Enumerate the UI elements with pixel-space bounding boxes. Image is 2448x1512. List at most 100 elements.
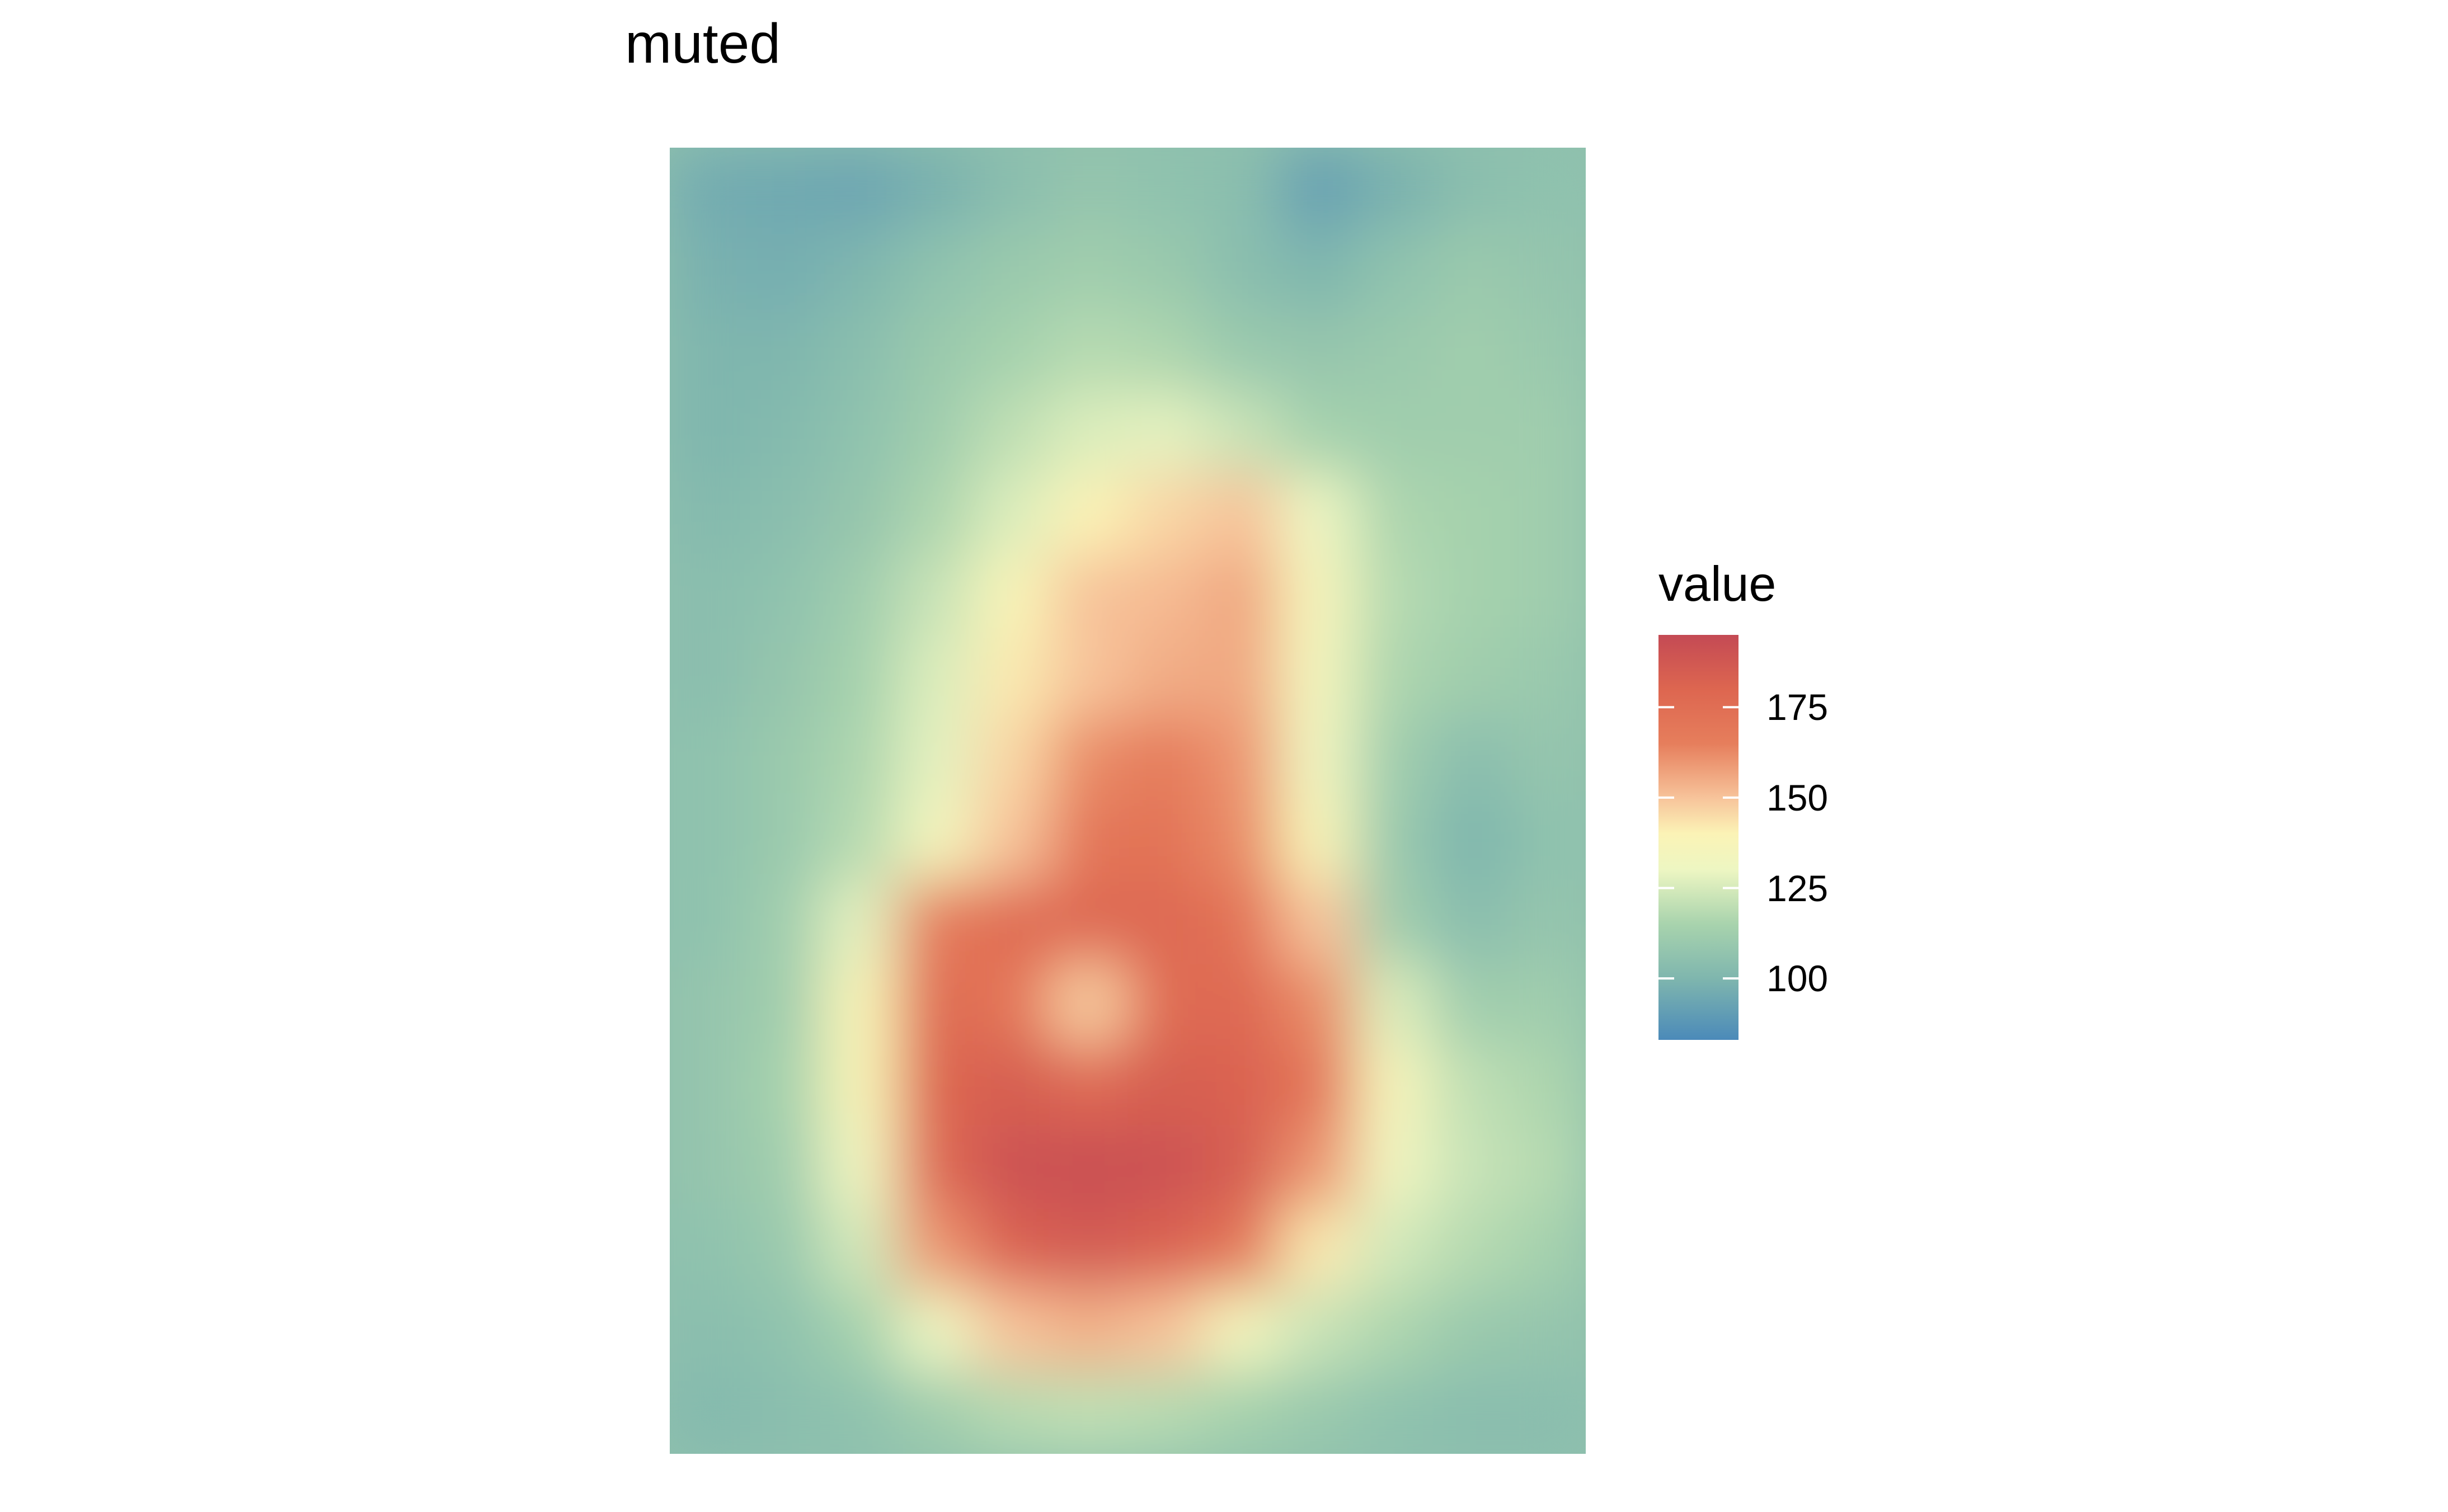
heatmap-cell	[1126, 148, 1205, 230]
heatmap-cell	[670, 148, 748, 230]
heatmap-cell	[1202, 1044, 1282, 1129]
heatmap-cell	[1050, 1126, 1129, 1210]
heatmap-cell	[1279, 554, 1358, 639]
heatmap-cell	[670, 554, 748, 639]
heatmap-cell	[1355, 963, 1435, 1047]
heatmap-cell	[974, 963, 1053, 1047]
heatmap-cell	[670, 473, 748, 557]
heatmap-cell	[1432, 881, 1511, 965]
heatmap-cell	[898, 963, 976, 1047]
heatmap-cell	[670, 718, 748, 802]
heatmap-cell	[745, 391, 824, 475]
heatmap-cell	[1202, 963, 1282, 1047]
heatmap-cell	[821, 799, 900, 884]
legend-tick-label: 125	[1766, 867, 1829, 909]
heatmap-cell	[745, 636, 824, 720]
heatmap-cell	[974, 881, 1053, 965]
heatmap-cell	[1279, 799, 1358, 884]
heatmap-cell	[1202, 1126, 1282, 1210]
heatmap-cell	[898, 309, 976, 394]
heatmap-cell	[1508, 1126, 1586, 1210]
heatmap-cell	[1126, 473, 1205, 557]
heatmap-cell	[1355, 1371, 1435, 1454]
heatmap-cell	[1508, 718, 1586, 802]
heatmap-cell	[1355, 309, 1435, 394]
heatmap-cell	[898, 228, 976, 312]
heatmap-cell	[1432, 1044, 1511, 1129]
heatmap-cell	[898, 1208, 976, 1292]
heatmap-cell	[745, 881, 824, 965]
heatmap-cell	[670, 1126, 748, 1210]
heatmap-cell	[670, 309, 748, 394]
heatmap-cell	[1050, 881, 1129, 965]
heatmap-cell	[670, 963, 748, 1047]
heatmap-cell	[974, 309, 1053, 394]
heatmap-cell	[1432, 1126, 1511, 1210]
heatmap-cell	[1508, 148, 1586, 230]
heatmap-cell	[898, 1044, 976, 1129]
heatmap-cell	[670, 228, 748, 312]
heatmap-cell	[974, 228, 1053, 312]
heatmap-cell	[1202, 309, 1282, 394]
legend-tick-label: 150	[1766, 776, 1829, 818]
heatmap-cell	[1508, 963, 1586, 1047]
heatmap-cell	[898, 799, 976, 884]
heatmap-cell	[821, 718, 900, 802]
heatmap-cell	[1126, 1371, 1205, 1454]
heatmap-cell	[1202, 799, 1282, 884]
heatmap-cell	[1355, 636, 1435, 720]
chart-title: muted	[625, 12, 781, 75]
legend-title: value	[1658, 556, 1777, 611]
heatmap-cell	[745, 1289, 824, 1374]
heatmap-cell	[821, 963, 900, 1047]
heatmap-cell	[1355, 799, 1435, 884]
heatmap-cell	[1279, 1371, 1358, 1454]
heatmap-cell	[1355, 473, 1435, 557]
heatmap-cell	[1432, 963, 1511, 1047]
heatmap-cell	[1508, 1289, 1586, 1374]
heatmap-cell	[1050, 1289, 1129, 1374]
heatmap-cell	[745, 1126, 824, 1210]
heatmap-cell	[1126, 554, 1205, 639]
heatmap-cell	[974, 1371, 1053, 1454]
heatmap-cell	[1508, 554, 1586, 639]
heatmap-cell	[1279, 1289, 1358, 1374]
heatmap-cell	[1202, 881, 1282, 965]
heatmap-cell	[1050, 148, 1129, 230]
heatmap-cell	[1279, 1044, 1358, 1129]
heatmap-cell	[1050, 554, 1129, 639]
heatmap-cell	[1355, 1126, 1435, 1210]
heatmap-cell	[1355, 718, 1435, 802]
heatmap-cell	[1126, 228, 1205, 312]
heatmap-cell	[1126, 718, 1205, 802]
heatmap-cell	[1202, 1208, 1282, 1292]
heatmap-cell	[745, 309, 824, 394]
heatmap-cell	[821, 1126, 900, 1210]
heatmap-cell	[898, 1289, 976, 1374]
heatmap-cell	[1126, 309, 1205, 394]
heatmap-cell	[670, 1208, 748, 1292]
heatmap-cell	[1202, 718, 1282, 802]
heatmap-cell	[1050, 1208, 1129, 1292]
heatmap-cell	[821, 1289, 900, 1374]
heatmap-cell	[1432, 636, 1511, 720]
heatmap-cell	[1202, 554, 1282, 639]
heatmap-cell	[1050, 309, 1129, 394]
heatmap-cell	[898, 473, 976, 557]
heatmap-cell	[821, 1371, 900, 1454]
heatmap-cell	[1202, 391, 1282, 475]
legend-tick-label: 100	[1766, 958, 1829, 1000]
heatmap-cell	[821, 473, 900, 557]
heatmap-cell	[1279, 228, 1358, 312]
heatmap-cell	[974, 1126, 1053, 1210]
heatmap-cell	[1279, 148, 1358, 230]
heatmap-cell	[745, 1371, 824, 1454]
heatmap-cell	[1050, 1371, 1129, 1454]
heatmap-cell	[974, 799, 1053, 884]
heatmap-cell	[1279, 309, 1358, 394]
heatmap-cell	[1508, 636, 1586, 720]
heatmap-cell	[974, 718, 1053, 802]
heatmap-cell	[1202, 1371, 1282, 1454]
heatmap-cell	[670, 881, 748, 965]
heatmap-cell	[898, 1371, 976, 1454]
